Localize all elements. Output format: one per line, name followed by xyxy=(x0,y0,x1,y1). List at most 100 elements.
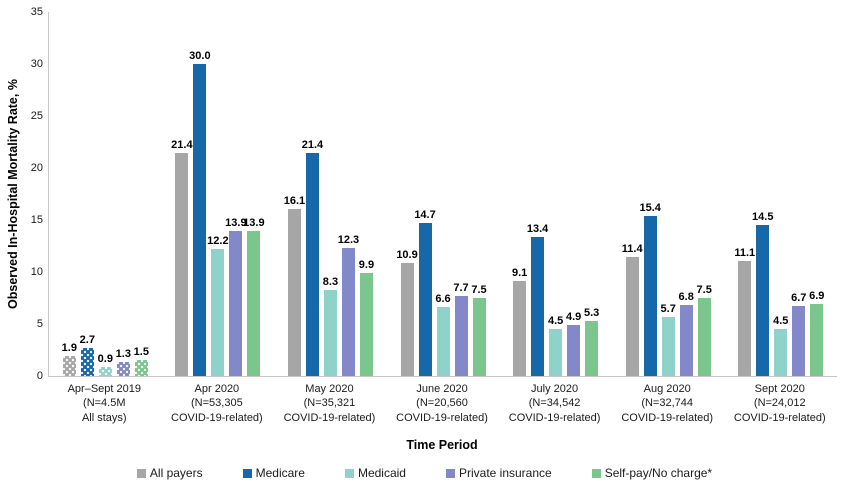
bar-value-label: 6.7 xyxy=(791,292,807,305)
bar-value-label: 0.9 xyxy=(97,352,113,365)
bar-value-label: 6.8 xyxy=(678,291,694,304)
y-tick-label: 35 xyxy=(30,6,43,18)
legend-item: Private insurance xyxy=(445,466,552,480)
bar-rect xyxy=(454,295,468,376)
bar-rect xyxy=(774,329,788,376)
y-axis-ticks: 0 5 10 15 20 25 30 35 xyxy=(31,6,837,382)
bar-value-label: 1.3 xyxy=(115,348,131,361)
bar-value-label: 13.9 xyxy=(243,217,265,230)
bar-value-label: 4.5 xyxy=(773,315,789,328)
bar: 13.9 xyxy=(225,218,247,376)
bar-value-label: 6.9 xyxy=(809,290,825,303)
x-axis-labels: Apr–Sept 2019 (N=4.5M All stays) Apr 2020 (N… xyxy=(48,382,836,425)
bar-rect xyxy=(738,260,752,376)
legend-label: Medicare xyxy=(255,466,305,480)
bar-group: 21.4 30.0 12.2 13.9 13.9 xyxy=(162,12,275,376)
bar: 21.4 xyxy=(302,140,323,376)
bar-rect xyxy=(323,289,337,376)
bar-value-label: 11.1 xyxy=(734,246,756,259)
legend-label: All payers xyxy=(149,466,203,480)
bar-rect xyxy=(247,231,261,376)
bar: 7.7 xyxy=(453,281,469,376)
bar: 6.7 xyxy=(791,292,807,376)
y-tick-label: 15 xyxy=(30,214,43,226)
bar-rect xyxy=(211,249,225,376)
bar-rect xyxy=(472,298,486,376)
bar: 0.9 xyxy=(97,352,113,376)
bar-value-label: 13.9 xyxy=(225,217,247,230)
plot-area: 0 5 10 15 20 25 30 35 1.9 2.7 0.9 1.3 1.5 21.4 30.0 12… xyxy=(31,6,837,382)
legend-item: Medicaid xyxy=(344,466,406,480)
legend-swatch xyxy=(445,468,455,478)
bar-group: 10.9 14.7 6.6 7.7 7.5 xyxy=(387,12,500,376)
bar-value-label: 4.5 xyxy=(547,315,564,328)
legend-item: Medicare xyxy=(242,466,305,480)
bar: 4.5 xyxy=(773,315,789,376)
bar-value-label: 7.7 xyxy=(453,281,469,294)
x-category-label: Apr–Sept 2019 (N=4.5M All stays) xyxy=(67,383,141,424)
bar-value-label: 5.7 xyxy=(660,302,676,315)
legend-item: Self-pay/No charge* xyxy=(591,466,713,480)
bar: 9.1 xyxy=(512,268,527,376)
bar: 4.5 xyxy=(547,315,564,376)
bar-rect xyxy=(585,320,599,376)
bar: 2.7 xyxy=(79,333,95,376)
bar: 4.9 xyxy=(566,312,581,376)
bar: 10.9 xyxy=(396,249,418,376)
x-category-label: Sept 2020 (N=24,012 COVID-19-related) xyxy=(733,383,826,424)
legend-item: All payers xyxy=(136,466,203,480)
bar-rect xyxy=(661,316,675,376)
bar: 9.9 xyxy=(359,260,374,376)
bar-rect xyxy=(400,262,414,376)
legend-swatch xyxy=(242,468,252,478)
bar: 15.4 xyxy=(639,202,661,376)
bar-value-label: 5.3 xyxy=(583,306,600,319)
legend-label: Self-pay/No charge* xyxy=(604,466,713,480)
bar-rect xyxy=(80,347,94,376)
bar: 7.5 xyxy=(697,285,712,376)
y-tick-label: 10 xyxy=(30,266,43,278)
bar: 14.7 xyxy=(414,210,436,376)
bar-rect xyxy=(567,325,581,376)
bar: 11.4 xyxy=(622,244,643,376)
bar-value-label: 13.4 xyxy=(526,222,549,235)
bar-value-label: 21.4 xyxy=(301,139,324,152)
bar-rect xyxy=(341,248,355,376)
x-category-label: June 2020 (N=20,560 COVID-19-related) xyxy=(396,383,488,424)
y-tick-label: 5 xyxy=(36,318,43,330)
bar: 1.5 xyxy=(133,346,149,376)
bar-value-label: 8.3 xyxy=(322,275,339,288)
bar-value-label: 30.0 xyxy=(189,50,211,62)
bar-rect xyxy=(549,329,563,376)
bar-value-label: 14.7 xyxy=(414,209,436,222)
legend-swatch xyxy=(344,468,354,478)
bar-value-label: 11.4 xyxy=(621,243,643,256)
bar-value-label: 1.5 xyxy=(133,346,149,359)
bar-rect xyxy=(531,236,545,376)
y-tick-label: 30 xyxy=(30,58,43,70)
x-category-label: Aug 2020 (N=32,744 COVID-19-related) xyxy=(621,383,714,424)
bar-rect xyxy=(513,281,527,376)
bar-value-label: 1.9 xyxy=(61,342,77,355)
bar-rect xyxy=(62,356,76,376)
bar: 14.5 xyxy=(752,212,773,376)
bar: 30.0 xyxy=(189,51,211,376)
bar-rect xyxy=(98,366,112,376)
bar-group: 11.1 14.5 4.5 6.7 6.9 xyxy=(724,12,837,376)
bar: 21.4 xyxy=(171,140,193,376)
bar: 13.9 xyxy=(243,218,265,376)
bar-value-label: 2.7 xyxy=(79,333,95,346)
bar: 1.9 xyxy=(61,342,77,376)
bar: 13.4 xyxy=(527,223,548,376)
bar-value-label: 12.2 xyxy=(207,235,229,248)
bar-group: 9.1 13.4 4.5 4.9 5.3 xyxy=(499,12,612,376)
legend: All payers Medicare Medicaid Private insura… xyxy=(0,466,849,480)
legend-label: Medicaid xyxy=(357,466,406,480)
bar-rect xyxy=(792,306,806,376)
legend-swatch xyxy=(591,468,601,478)
bar: 6.8 xyxy=(678,291,694,376)
y-tick-label: 25 xyxy=(30,110,43,122)
x-axis-title: Time Period xyxy=(406,438,478,452)
bar-rect xyxy=(418,223,432,376)
